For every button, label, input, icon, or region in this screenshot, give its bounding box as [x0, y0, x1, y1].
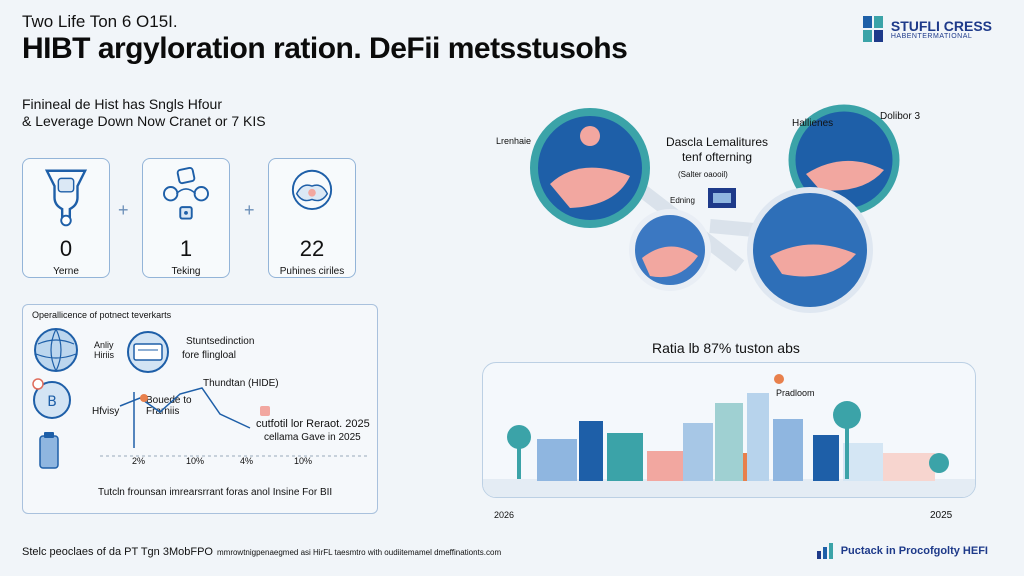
brand-name: STUFLI CRESS	[890, 17, 992, 34]
circle-left-label: Lrenhaie	[496, 136, 532, 146]
circles-sub: (Salter oaooil)	[678, 170, 728, 179]
circle-right-label-2: Dolibor 3	[880, 111, 921, 122]
edit-label: Edning	[670, 196, 695, 205]
tick-label: 10%	[186, 456, 205, 466]
plus-icon: +	[118, 200, 129, 220]
step-card-1: 1 Teking	[142, 158, 230, 278]
city-panel	[482, 362, 976, 498]
step-value: 22	[299, 236, 325, 261]
circles-illustration	[530, 104, 900, 313]
coins-icon	[163, 166, 209, 220]
footer-main: Stelc peoclaes of da PT Tgn 3MobFPO	[22, 546, 213, 558]
step-value: 1	[179, 236, 193, 261]
step-value: 0	[59, 236, 73, 261]
tick-label: 10%	[294, 456, 313, 466]
panel-title: Operallicence of potnect teverkarts	[32, 310, 172, 320]
globe-icon	[34, 328, 78, 372]
note-2: cellama Gave in 2025	[264, 432, 361, 443]
city-x-start: 2026	[494, 510, 515, 520]
brand-logo: STUFLI CRESS HABENTERMATIONAL	[862, 16, 992, 42]
mid-label: Bouede to Frarniis	[146, 395, 192, 417]
bar-chart-icon	[816, 543, 833, 559]
mid-label-2: Frarniis	[146, 406, 180, 417]
trend-line	[100, 387, 370, 457]
tick-label: 2%	[132, 456, 146, 466]
intro-line-1: Finineal de Hist has Sngls Hfour	[22, 96, 222, 112]
footer-fine: mmrowtnigpenaegmed asi HirFL taesmtro wi…	[216, 548, 502, 557]
bag-icon	[44, 169, 88, 227]
coin-icon: B	[32, 378, 71, 419]
tick-label: 4%	[240, 456, 254, 466]
globe-label: Anliy Hiriis	[94, 340, 114, 360]
device-label-1: Stuntsedinction	[186, 336, 255, 347]
page-title: HIBT argyloration ration. DeFii metsstus…	[22, 32, 628, 65]
step-label: Puhines ciriles	[279, 266, 345, 277]
circles-title-1: Dascla Lemalitures	[665, 135, 769, 149]
page-subtitle: Two Life Ton 6 O15I.	[22, 12, 178, 31]
step-label: Teking	[171, 266, 201, 277]
section-intro: Finineal de Hist has Sngls Hfour & Lever…	[22, 96, 266, 130]
brand-mark-icon	[862, 16, 885, 42]
mid-label-1: Bouede to	[146, 395, 192, 406]
step-card-2: 22 Puhines ciriles	[268, 158, 356, 278]
svg-text:B: B	[47, 394, 57, 410]
footer-brand: Puctack in Procofgolty HEFI	[816, 543, 988, 559]
device-icon	[127, 331, 169, 373]
footer-brand-label: Puctack in Procofgolty HEFI	[840, 545, 988, 557]
city-x-end: 2025	[930, 510, 953, 521]
hands-icon	[291, 169, 333, 210]
circles-title: Dascla Lemalitures tenf ofterning	[652, 135, 782, 165]
circles-title-2: tenf ofterning	[681, 150, 753, 164]
brand-tagline: HABENTERMATIONAL	[890, 32, 973, 40]
city-title: Ratia lb 87% tuston abs	[652, 340, 800, 356]
footer-note: Stelc peoclaes of da PT Tgn 3MobFPO mmrow…	[22, 546, 501, 558]
jar-icon	[39, 432, 59, 469]
step-card-0: 0 Yerne	[22, 158, 110, 278]
overview-panel	[22, 304, 378, 514]
note-1: cutfotil lor Reraot. 2025	[256, 418, 370, 430]
city-illustration	[483, 374, 975, 497]
intro-line-2: & Leverage Down Now Cranet or 7 KIS	[22, 113, 266, 129]
step-label: Yerne	[53, 266, 79, 277]
panel-footer: Tutcln frounsan imrearsrrant foras anol …	[98, 487, 333, 498]
plus-icon: +	[244, 200, 255, 220]
device-label-2: fore flingloal	[182, 350, 236, 361]
city-marker-label: Pradloom	[776, 388, 815, 398]
y-label: Hfvisy	[92, 406, 120, 417]
chart-heading: Thundtan (HIDE)	[203, 378, 279, 389]
circle-right-label-1: Hallienes	[792, 118, 834, 129]
